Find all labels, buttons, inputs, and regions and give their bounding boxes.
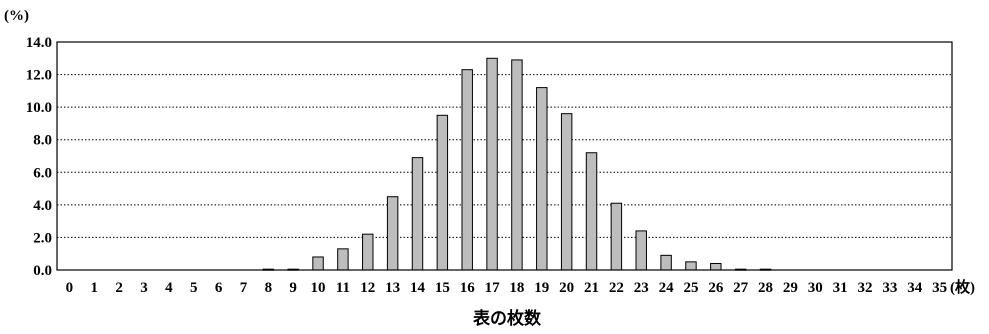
x-tick-label: 21 xyxy=(584,280,599,296)
bar xyxy=(685,261,697,271)
x-tick-label: 6 xyxy=(215,280,223,296)
x-tick-label: 14 xyxy=(410,280,426,296)
y-tick-label: 2.0 xyxy=(33,230,52,246)
x-tick-label: 15 xyxy=(435,280,450,296)
bar xyxy=(536,87,548,271)
x-axis-unit-label: (枚) xyxy=(950,278,975,296)
x-tick-label: 8 xyxy=(265,280,273,296)
bar xyxy=(312,256,324,271)
bar xyxy=(411,157,424,271)
x-tick-label: 19 xyxy=(534,280,549,296)
bar xyxy=(511,59,523,271)
bar xyxy=(560,113,573,271)
x-tick-label: 9 xyxy=(289,280,297,296)
x-tick-label: 29 xyxy=(783,280,798,296)
x-tick-label: 31 xyxy=(833,280,848,296)
bars xyxy=(262,57,772,271)
x-tick-label: 22 xyxy=(609,280,624,296)
bar xyxy=(660,254,672,271)
x-tick-label: 26 xyxy=(708,280,724,296)
bar xyxy=(610,202,623,271)
bar xyxy=(486,57,498,271)
y-tick-label: 0.0 xyxy=(33,263,52,279)
x-tick-label: 0 xyxy=(66,280,74,296)
x-tick-label: 1 xyxy=(91,280,99,296)
x-tick-label: 35 xyxy=(932,280,947,296)
x-tick-label: 12 xyxy=(360,280,375,296)
y-tick-label: 14.0 xyxy=(26,35,52,51)
y-tick-label: 4.0 xyxy=(33,198,52,214)
bar xyxy=(436,114,449,271)
gridlines xyxy=(57,74,952,238)
x-tick-label: 25 xyxy=(683,280,698,296)
y-axis-unit-label: (%) xyxy=(4,8,29,24)
y-tick-label: 8.0 xyxy=(33,133,52,149)
x-tick-label: 27 xyxy=(733,280,749,296)
y-tick-labels: 0.0 2.0 4.0 6.0 8.0 10.0 12.0 14.0 xyxy=(26,35,52,279)
bar xyxy=(710,262,722,271)
bar xyxy=(362,233,374,271)
x-tick-label: 16 xyxy=(460,280,476,296)
x-tick-label: 7 xyxy=(240,280,248,296)
bar xyxy=(461,69,473,271)
bar xyxy=(585,152,598,271)
x-tick-label: 28 xyxy=(758,280,773,296)
axes xyxy=(56,41,953,271)
x-tick-labels: 0 1 2 3 4 5 6 7 8 9 10 11 12 13 14 15 16 17 18 19 20 21 22 23 24… xyxy=(66,280,947,296)
x-tick-label: 5 xyxy=(190,280,198,296)
y-tick-label: 6.0 xyxy=(33,165,52,181)
x-tick-label: 32 xyxy=(857,280,872,296)
y-tick-label: 10.0 xyxy=(26,100,52,116)
x-tick-label: 24 xyxy=(659,280,675,296)
bar xyxy=(635,230,647,271)
x-tick-label: 18 xyxy=(509,280,524,296)
x-tick-label: 34 xyxy=(907,280,923,296)
x-tick-label: 11 xyxy=(336,280,350,296)
x-tick-label: 20 xyxy=(559,280,574,296)
bar xyxy=(337,248,349,271)
x-tick-label: 4 xyxy=(165,280,173,296)
x-tick-label: 30 xyxy=(808,280,823,296)
x-tick-label: 3 xyxy=(140,280,148,296)
bar xyxy=(386,196,399,271)
x-tick-label: 10 xyxy=(311,280,326,296)
x-tick-label: 17 xyxy=(485,280,501,296)
x-tick-label: 2 xyxy=(115,280,123,296)
x-tick-label: 13 xyxy=(385,280,400,296)
x-axis-title: 表の枚数 xyxy=(473,308,542,329)
x-tick-label: 23 xyxy=(634,280,649,296)
plot-frame xyxy=(56,41,953,271)
y-tick-label: 12.0 xyxy=(26,68,52,84)
x-tick-label: 33 xyxy=(882,280,897,296)
